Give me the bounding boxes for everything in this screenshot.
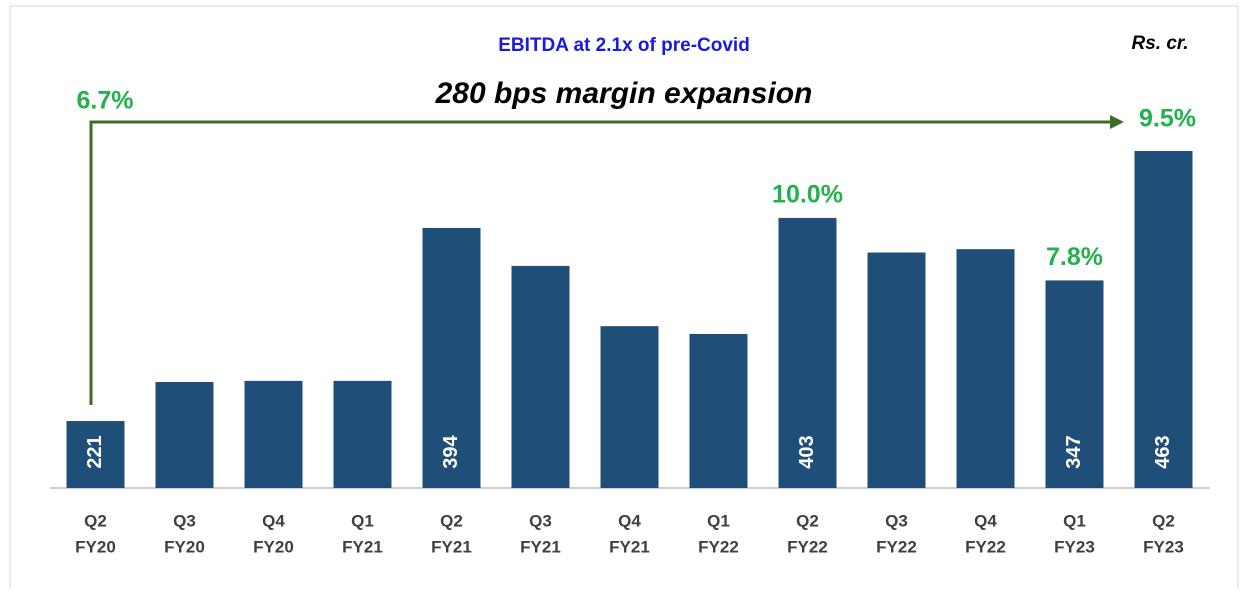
x-tick-label: Q1 <box>1063 511 1086 530</box>
x-tick-label: FY22 <box>876 537 917 556</box>
chart-title: EBITDA at 2.1x of pre-Covid <box>498 35 750 56</box>
x-tick-label: FY20 <box>75 537 116 556</box>
x-tick-label: FY21 <box>520 537 561 556</box>
value-label: 347 <box>1063 435 1085 468</box>
x-tick-label: Q4 <box>618 511 641 530</box>
x-tick-label: Q3 <box>885 511 908 530</box>
x-tick-label: Q4 <box>262 511 285 530</box>
bar <box>66 421 125 488</box>
margin-label: 10.0% <box>772 181 843 209</box>
x-tick-label: FY22 <box>787 537 828 556</box>
unit-label: Rs. cr. <box>1131 33 1188 54</box>
arrow-head <box>1110 115 1124 129</box>
margin-label: 6.7% <box>77 87 134 115</box>
bar <box>689 333 748 488</box>
margin-label: 9.5% <box>1139 105 1196 133</box>
value-label: 403 <box>796 435 818 468</box>
x-tick-label: FY21 <box>431 537 472 556</box>
x-tick-label: FY22 <box>965 537 1006 556</box>
value-label: 463 <box>1152 435 1174 468</box>
x-tick-label: Q1 <box>707 511 730 530</box>
x-tick-label: Q2 <box>440 511 463 530</box>
bar <box>155 381 214 488</box>
bar <box>244 380 303 488</box>
x-tick-label: FY23 <box>1054 537 1095 556</box>
bar <box>422 227 481 488</box>
margin-arrow <box>89 120 1112 405</box>
x-tick-label: Q4 <box>974 511 997 530</box>
margin-label: 7.8% <box>1046 243 1103 271</box>
x-tick-label: Q3 <box>173 511 196 530</box>
value-label: 221 <box>84 435 106 468</box>
bar <box>778 217 837 488</box>
value-label: 394 <box>440 434 462 468</box>
x-tick-label: FY21 <box>609 537 650 556</box>
bar <box>511 265 570 488</box>
x-tick-label: FY20 <box>253 537 294 556</box>
x-tick-label: FY22 <box>698 537 739 556</box>
x-tick-label: Q2 <box>796 511 819 530</box>
bar <box>1045 280 1104 488</box>
bar <box>956 249 1015 488</box>
bar <box>600 326 659 488</box>
x-tick-label: FY21 <box>342 537 383 556</box>
x-tick-label: FY20 <box>164 537 205 556</box>
x-tick-label: Q2 <box>84 511 107 530</box>
bar <box>867 252 926 488</box>
chart-border <box>9 5 1239 594</box>
x-tick-label: Q2 <box>1152 511 1175 530</box>
annotation: 280 bps margin expansion <box>435 77 813 110</box>
bar <box>333 380 392 488</box>
x-tick-label: FY23 <box>1143 537 1184 556</box>
x-tick-label: Q1 <box>351 511 374 530</box>
bar <box>1134 150 1193 488</box>
x-tick-label: Q3 <box>529 511 552 530</box>
